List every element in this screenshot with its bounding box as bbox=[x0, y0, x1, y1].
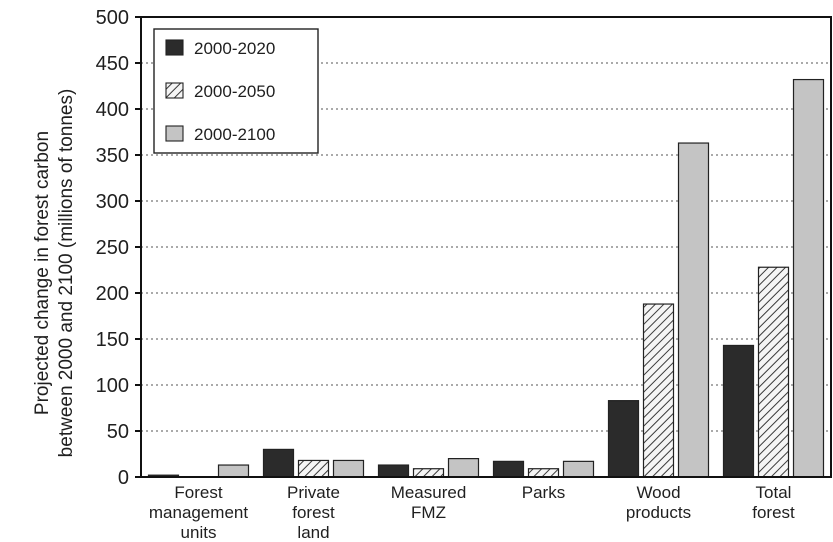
category-label-total-forest: Total forest bbox=[752, 483, 795, 522]
bar-2000-2100-wood-products bbox=[677, 142, 710, 478]
category-label-line: forest bbox=[292, 503, 335, 522]
category-label-parks: Parks bbox=[522, 483, 565, 502]
y-axis-label-line-1: Projected change in forest carbon bbox=[32, 131, 53, 415]
y-tick-label-50: 50 bbox=[107, 421, 129, 443]
category-label-forest-management-units: Forest management units bbox=[149, 483, 249, 542]
y-tick-label-250: 250 bbox=[96, 237, 129, 259]
category-label-line: land bbox=[297, 523, 329, 542]
legend-swatch-2000-2100 bbox=[165, 125, 184, 142]
y-tick-label-200: 200 bbox=[96, 283, 129, 305]
y-tick-label-150: 150 bbox=[96, 329, 129, 351]
y-tick-label-100: 100 bbox=[96, 375, 129, 397]
category-label-line: Measured bbox=[391, 483, 467, 502]
y-tick-label-300: 300 bbox=[96, 191, 129, 213]
category-label-wood-products: Wood products bbox=[626, 483, 691, 522]
category-label-line: management bbox=[149, 503, 249, 522]
category-label-line: Forest bbox=[174, 483, 222, 502]
y-tick-label-0: 0 bbox=[118, 467, 129, 489]
legend-label-2000-2100: 2000-2100 bbox=[194, 125, 275, 144]
bar-2000-2100-measured-fmz bbox=[447, 458, 480, 478]
category-label-measured-fmz: Measured FMZ bbox=[391, 483, 467, 522]
category-label-line: FMZ bbox=[411, 503, 446, 522]
category-label-line: Total bbox=[756, 483, 792, 502]
y-tick-label-350: 350 bbox=[96, 145, 129, 167]
y-axis-label: Projected change in forest carbon between… bbox=[32, 89, 77, 458]
bars-layer bbox=[147, 78, 825, 478]
bar-2000-2050-measured-fmz bbox=[412, 468, 445, 478]
legend-swatch-2000-2050 bbox=[165, 82, 184, 99]
bar-2000-2100-total-forest bbox=[792, 78, 825, 478]
legend-label-2000-2050: 2000-2050 bbox=[194, 82, 275, 101]
ticks-layer: 0 50 100 150 200 250 300 350 400 450 500 bbox=[96, 7, 141, 489]
y-tick-label-500: 500 bbox=[96, 7, 129, 29]
category-label-line: forest bbox=[752, 503, 795, 522]
category-label-line: products bbox=[626, 503, 691, 522]
legend-label-2000-2020: 2000-2020 bbox=[194, 39, 275, 58]
y-tick-label-400: 400 bbox=[96, 99, 129, 121]
bar-2000-2050-total-forest bbox=[757, 266, 790, 478]
bar-2000-2050-wood-products bbox=[642, 303, 675, 478]
category-label-line: Parks bbox=[522, 483, 565, 502]
bar-2000-2020-parks bbox=[492, 460, 525, 478]
bar-2000-2020-wood-products bbox=[607, 400, 640, 478]
bar-2000-2100-forest-management-units bbox=[217, 464, 250, 478]
category-label-line: Private bbox=[287, 483, 340, 502]
bar-2000-2020-private-forest-land bbox=[262, 448, 295, 478]
category-label-line: Wood bbox=[636, 483, 680, 502]
bar-2000-2020-measured-fmz bbox=[377, 464, 410, 478]
legend-layer: 2000-2020 2000-2050 2000-2100 bbox=[153, 28, 319, 154]
bar-2000-2100-parks bbox=[562, 460, 595, 478]
bar-2000-2050-parks bbox=[527, 468, 560, 478]
bar-2000-2020-total-forest bbox=[722, 344, 755, 478]
y-axis-label-line-2: between 2000 and 2100 (millions of tonne… bbox=[56, 89, 77, 458]
category-label-line: units bbox=[181, 523, 217, 542]
bar-2000-2100-private-forest-land bbox=[332, 459, 365, 478]
bar-2000-2050-private-forest-land bbox=[297, 459, 330, 478]
y-tick-label-450: 450 bbox=[96, 53, 129, 75]
category-label-private-forest-land: Private forest land bbox=[287, 483, 340, 542]
legend-swatch-2000-2020 bbox=[165, 39, 184, 56]
